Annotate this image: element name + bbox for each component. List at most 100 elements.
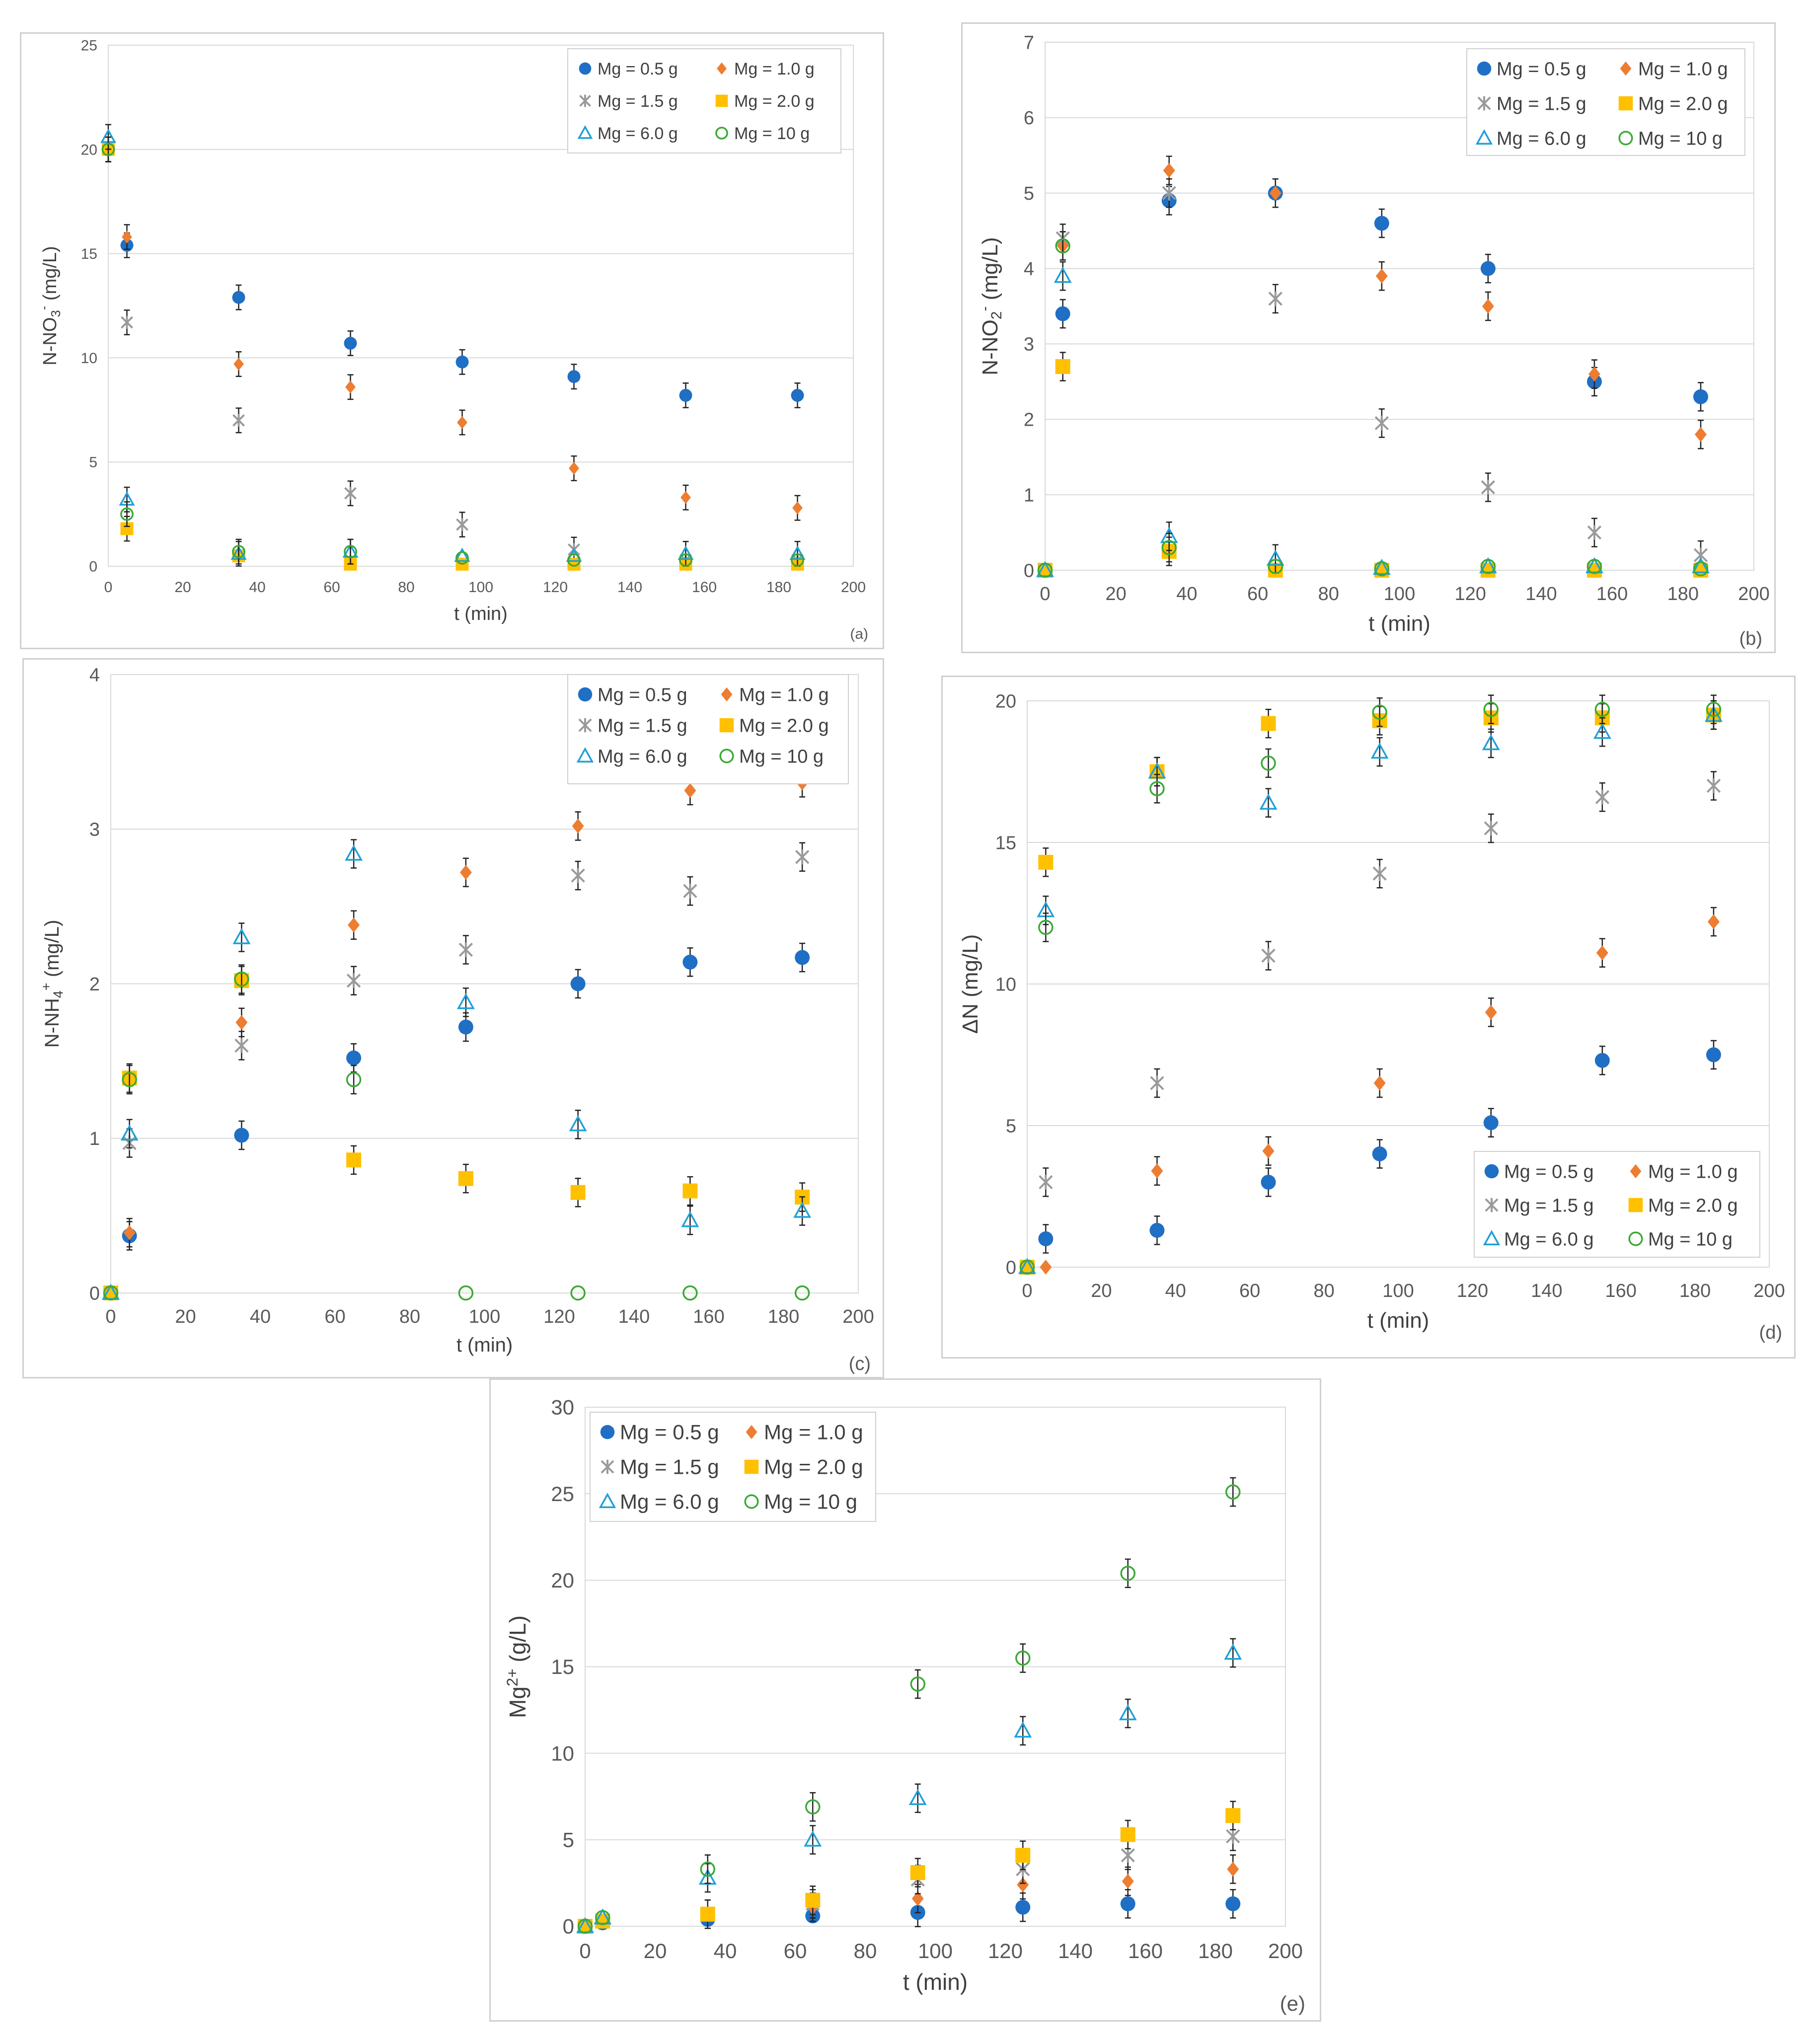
point-e-3-7 <box>1225 1808 1241 1823</box>
point-c-5-0 <box>103 1285 119 1301</box>
error-bar-d-4-4 <box>1376 737 1383 767</box>
y-tick-label-a-2: 10 <box>81 350 97 367</box>
y-axis-title-d-main: ΔN (mg/L) <box>958 934 982 1034</box>
error-bar-e-4-5 <box>1020 1716 1026 1746</box>
point-d-5-7 <box>1706 701 1722 717</box>
error-bar-d-5-3 <box>1265 748 1272 778</box>
x-tick-label-e-10: 200 <box>1268 1939 1303 1963</box>
legend-box-c <box>567 674 849 784</box>
point-a-1-4 <box>457 416 467 429</box>
y-axis-title-a-sup: - <box>37 306 51 310</box>
point-d-0-3 <box>1261 1175 1276 1190</box>
y-tick-label-b-5: 5 <box>1024 183 1034 204</box>
x-tick-label-b-4: 80 <box>1318 584 1339 605</box>
x-tick-label-e-9: 180 <box>1198 1939 1233 1963</box>
x-tick-label-e-1: 20 <box>644 1939 667 1963</box>
y-tick-label-b-6: 6 <box>1024 108 1034 129</box>
series-e-1 <box>579 1854 1239 1934</box>
series-b-1 <box>1039 155 1707 578</box>
x-tick-label-c-0: 0 <box>105 1306 116 1327</box>
point-c-4-5 <box>569 1115 587 1132</box>
legend-marker-e-4 <box>599 1493 616 1509</box>
y-tick-label-a-1: 5 <box>89 454 97 471</box>
error-bar-c-4-1 <box>126 1119 133 1149</box>
point-e-3-5 <box>1015 1848 1031 1863</box>
series-b-0 <box>1038 178 1708 578</box>
y-tick-label-a-0: 0 <box>89 559 97 575</box>
point-c-4-6 <box>681 1211 699 1227</box>
y-tick-label-d-3: 15 <box>995 833 1016 853</box>
x-axis-title-c: t (min) <box>456 1334 513 1356</box>
x-tick-label-a-1: 20 <box>174 579 191 596</box>
point-a-5-0 <box>101 143 115 156</box>
legend-label-c-5: Mg = 10 g <box>739 746 824 767</box>
series-d-5 <box>1019 694 1722 1275</box>
legend-box-e <box>590 1412 876 1522</box>
error-bar-d-5-7 <box>1710 694 1717 724</box>
y-axis-title-c: N-NH4+ (mg/L) <box>38 920 66 1048</box>
point-b-4-3 <box>1266 549 1284 566</box>
x-tick-label-c-9: 180 <box>768 1306 799 1327</box>
series-a-3 <box>102 136 804 571</box>
legend-marker-e-0 <box>600 1425 615 1439</box>
point-b-1-4 <box>1375 268 1388 284</box>
error-bar-e-5-2 <box>704 1854 711 1884</box>
point-b-1-6 <box>1588 367 1600 382</box>
point-e-3-3 <box>805 1893 821 1908</box>
point-b-2-3 <box>1268 291 1282 306</box>
point-e-5-1 <box>595 1910 610 1925</box>
point-d-2-2 <box>1150 1075 1164 1091</box>
point-b-2-4 <box>1374 415 1389 431</box>
x-tick-label-e-0: 0 <box>579 1939 591 1963</box>
x-tick-label-c-3: 60 <box>324 1306 345 1327</box>
point-d-0-4 <box>1372 1146 1387 1161</box>
point-d-0-2 <box>1149 1222 1165 1238</box>
legend-marker-e-2 <box>601 1459 614 1474</box>
point-b-4-7 <box>1692 557 1710 574</box>
error-bar-e-4-4 <box>914 1783 921 1813</box>
legend-label-e-0: Mg = 0.5 g <box>620 1421 719 1444</box>
legend-a: Mg = 0.5 g Mg = 1.0 g Mg = 1.5 g Mg = 2.0 g… <box>567 48 841 153</box>
point-b-1-3 <box>1269 185 1282 201</box>
x-tick-label-b-9: 180 <box>1667 584 1699 605</box>
panel-label-c: (c) <box>849 1354 871 1374</box>
legend-label-b-4: Mg = 6.0 g <box>1497 128 1586 149</box>
legend-marker-a-1 <box>717 62 727 75</box>
point-b-5-0 <box>1037 562 1053 578</box>
legend-label-d-5: Mg = 10 g <box>1648 1229 1733 1250</box>
point-e-3-6 <box>1120 1827 1135 1842</box>
point-d-5-3 <box>1261 756 1276 771</box>
legend-marker-b-3 <box>1618 96 1633 111</box>
series-b-3 <box>1038 352 1708 578</box>
point-e-0-5 <box>1015 1899 1031 1915</box>
panel-label-d: (d) <box>1759 1322 1782 1343</box>
error-bar-e-4-6 <box>1125 1698 1131 1729</box>
legend-b: Mg = 0.5 g Mg = 1.0 g Mg = 1.5 g Mg = 2.0 g… <box>1466 48 1745 156</box>
point-e-3-4 <box>910 1865 925 1881</box>
error-bar-c-4-4 <box>462 987 469 1017</box>
x-tick-label-c-1: 20 <box>175 1306 196 1327</box>
point-d-5-5 <box>1483 701 1499 717</box>
y-axis-title-b-main: N-NO <box>978 319 1002 375</box>
error-bar-a-5-3 <box>347 538 354 565</box>
x-tick-label-d-2: 40 <box>1165 1281 1186 1301</box>
y-tick-label-a-4: 20 <box>81 142 97 158</box>
x-tick-label-e-6: 120 <box>988 1939 1023 1963</box>
legend-label-e-3: Mg = 2.0 g <box>764 1455 863 1479</box>
error-bar-c-4-2 <box>238 922 245 952</box>
point-c-4-1 <box>120 1124 139 1141</box>
error-bar-d-4-3 <box>1265 788 1272 818</box>
x-tick-label-a-10: 200 <box>841 579 866 596</box>
x-tick-label-c-8: 160 <box>693 1306 724 1327</box>
point-b-0-7 <box>1693 389 1708 404</box>
panel-label-b: (b) <box>1739 628 1762 649</box>
point-a-5-2 <box>232 545 245 559</box>
point-d-5-6 <box>1594 701 1610 717</box>
x-axis-title-d: t (min) <box>1367 1308 1430 1333</box>
y-axis-title-c-sub: 4 <box>50 990 66 998</box>
x-tick-label-a-3: 60 <box>323 579 340 596</box>
point-c-3-5 <box>570 1185 586 1200</box>
series-c-1 <box>105 768 809 1300</box>
y-tick-label-d-1: 5 <box>1006 1116 1016 1136</box>
legend-marker-b-2 <box>1477 96 1491 111</box>
